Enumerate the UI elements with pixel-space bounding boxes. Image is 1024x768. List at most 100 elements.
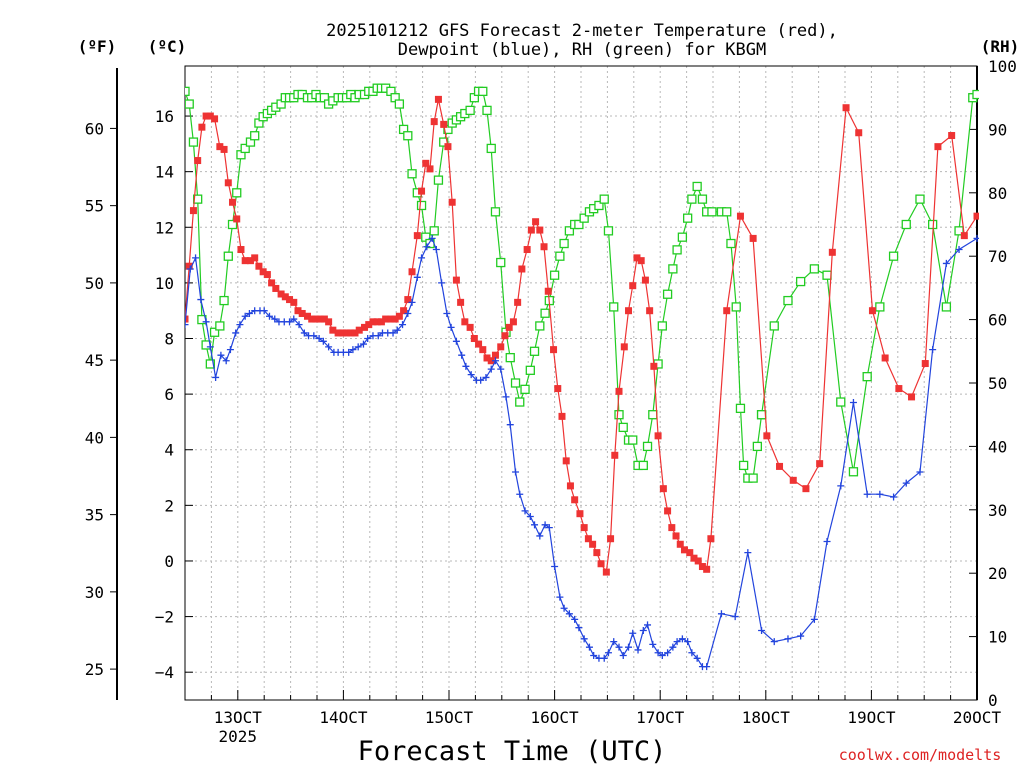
temperature-point <box>263 271 271 279</box>
rh-point <box>769 321 779 331</box>
fahrenheit-tick-label: 60 <box>85 119 104 138</box>
dewpoint-point <box>226 346 234 354</box>
dewpoint-point <box>673 638 681 646</box>
temperature-point <box>268 279 276 287</box>
dewpoint-point <box>955 246 963 254</box>
temperature-point <box>216 143 224 151</box>
rh-point <box>209 327 220 337</box>
temperature-point <box>842 104 850 112</box>
dewpoint-point <box>428 234 436 242</box>
temperature-point <box>448 198 456 206</box>
temperature-point <box>650 362 658 370</box>
temperature-point <box>540 243 548 251</box>
rh-point <box>642 441 653 452</box>
dewpoint-point <box>241 312 249 320</box>
rh-point <box>628 435 638 445</box>
rh-point <box>915 194 925 204</box>
rh-point <box>525 365 535 375</box>
dewpoint-point <box>222 357 230 365</box>
fahrenheit-tick-label: 45 <box>85 351 104 370</box>
dewpoint-point <box>565 610 573 618</box>
temperature-point <box>921 360 929 368</box>
temperature-point <box>518 265 526 273</box>
temperature-point <box>736 212 744 220</box>
dewpoint-point <box>516 490 524 498</box>
dewpoint-point <box>245 309 253 317</box>
dewpoint-point <box>521 507 529 515</box>
temperature-point <box>629 282 637 290</box>
temperature-point <box>466 323 474 331</box>
x-tick-label: 16OCT <box>531 708 580 727</box>
dewpoint-point <box>929 346 937 354</box>
temperature-point <box>198 123 206 131</box>
rh-point <box>549 270 560 280</box>
dewpoint-point <box>585 643 593 651</box>
temperature-point <box>654 432 662 440</box>
rh-point <box>603 226 614 236</box>
rh-point <box>579 213 589 223</box>
dewpoint-point <box>217 351 225 359</box>
temperature-point <box>365 321 373 329</box>
temperature-point <box>343 329 351 337</box>
dewpoint-point <box>545 524 553 532</box>
dewpoint-point <box>265 312 273 320</box>
rh-point <box>722 207 732 217</box>
temperature-point <box>698 563 706 571</box>
dewpoint-point <box>260 307 268 315</box>
temperature-point <box>763 432 771 440</box>
dewpoint-point <box>197 296 205 304</box>
temperature-point <box>558 412 566 420</box>
rh-point <box>465 105 475 116</box>
dewpoint-point <box>823 538 831 545</box>
rh-point <box>738 460 749 471</box>
temperature-point <box>303 312 311 320</box>
temperature-point <box>611 451 619 459</box>
temperature-point <box>536 226 544 234</box>
series-layer <box>185 83 979 671</box>
temperature-point <box>457 298 465 306</box>
temperature-point <box>641 276 649 284</box>
rh-point <box>403 131 413 141</box>
dewpoint-point <box>349 346 357 354</box>
dewpoint-point <box>590 652 598 660</box>
rh-point <box>482 105 492 116</box>
temperature-point <box>960 232 968 240</box>
temperature-point <box>351 329 359 337</box>
temperature-point <box>816 460 824 468</box>
dewpoint-point <box>644 621 652 629</box>
temperature-point <box>312 315 320 323</box>
temperature-point <box>185 315 189 323</box>
temperature-point <box>440 120 448 128</box>
celsius-tick-label: 16 <box>155 107 174 126</box>
dewpoint-point <box>575 624 583 632</box>
temperature-point <box>211 115 219 123</box>
dewpoint-point <box>310 332 318 340</box>
rh-point <box>848 467 859 477</box>
temperature-point <box>505 323 513 331</box>
rh-tick-label: 40 <box>988 437 1007 456</box>
dewpoint-point <box>413 273 421 281</box>
dewpoint-point <box>186 265 194 273</box>
dewpoint-point <box>571 615 579 623</box>
dewpoint-point <box>290 315 298 323</box>
rh-point <box>439 137 449 147</box>
rh-point <box>407 169 417 179</box>
temperature-point <box>672 532 680 540</box>
rh-point <box>668 264 678 274</box>
dewpoint-point <box>271 315 279 323</box>
rh-tick-label: 90 <box>988 120 1007 139</box>
rh-point <box>486 143 496 154</box>
dewpoint-point <box>560 604 568 612</box>
dewpoint-point <box>744 549 752 557</box>
dewpoint-point <box>202 318 210 326</box>
temperature-point <box>430 118 438 126</box>
temperature-point <box>828 248 836 256</box>
temperature-point <box>527 226 535 234</box>
dewpoint-point <box>359 340 367 348</box>
temperature-point <box>497 343 505 351</box>
rh-point <box>822 270 832 280</box>
celsius-tick-label: 8 <box>164 330 174 349</box>
temperature-point <box>633 254 641 262</box>
temperature-point <box>387 315 395 323</box>
